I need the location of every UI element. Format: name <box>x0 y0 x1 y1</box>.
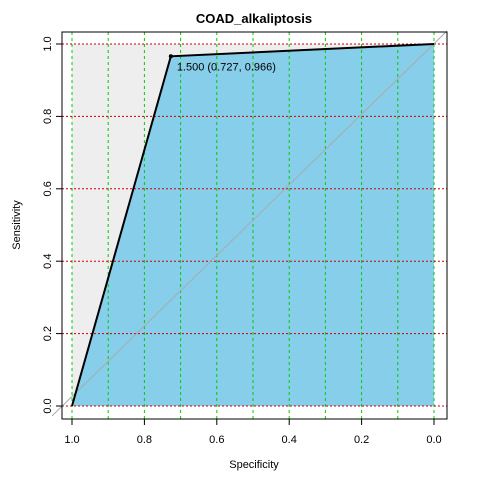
x-tick-label: 1.0 <box>64 434 79 446</box>
x-tick-label: 0.8 <box>137 434 152 446</box>
y-tick-label: 0.8 <box>42 109 54 124</box>
x-axis: 1.0 0.8 0.6 0.4 0.2 0.0 <box>64 418 442 446</box>
y-grid-lines <box>62 43 447 407</box>
y-axis-label: Sensitivity <box>11 200 23 250</box>
y-axis: 0.0 0.2 0.4 0.6 0.8 1.0 <box>42 36 63 414</box>
chart-title: COAD_alkaliptosis <box>196 11 312 26</box>
x-grid-lines <box>71 32 435 419</box>
x-tick-label: 0.4 <box>282 434 297 446</box>
y-tick-label: 0.6 <box>42 181 54 196</box>
x-tick-label: 0.6 <box>209 434 224 446</box>
best-threshold-point <box>168 54 173 59</box>
y-tick-label: 0.2 <box>42 326 54 341</box>
y-tick-label: 0.0 <box>42 398 54 413</box>
y-tick-label: 1.0 <box>42 36 54 51</box>
best-threshold-label: 1.500 (0.727, 0.966) <box>177 61 276 73</box>
chance-diagonal <box>51 30 448 417</box>
x-axis-label: Specificity <box>229 459 279 471</box>
x-tick-label: 0.2 <box>354 434 369 446</box>
y-tick-label: 0.4 <box>42 254 54 269</box>
plot-area: 1.500 (0.727, 0.966) <box>51 30 448 419</box>
x-tick-label: 0.0 <box>426 434 441 446</box>
